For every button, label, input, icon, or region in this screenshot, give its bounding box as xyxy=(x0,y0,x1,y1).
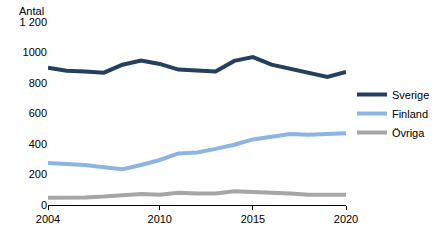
svg-text:Finland: Finland xyxy=(392,108,428,120)
svg-text:800: 800 xyxy=(29,77,47,89)
svg-text:2004: 2004 xyxy=(36,213,60,225)
svg-text:200: 200 xyxy=(29,168,47,180)
svg-text:600: 600 xyxy=(29,107,47,119)
svg-text:Antal: Antal xyxy=(19,5,44,17)
svg-text:400: 400 xyxy=(29,138,47,150)
svg-text:2015: 2015 xyxy=(241,213,265,225)
svg-text:1000: 1000 xyxy=(23,46,47,58)
svg-text:2020: 2020 xyxy=(334,213,358,225)
svg-text:Övriga: Övriga xyxy=(392,127,425,139)
svg-text:0: 0 xyxy=(41,199,47,211)
svg-text:1 200: 1 200 xyxy=(19,16,47,28)
svg-text:Sverige: Sverige xyxy=(392,89,429,101)
svg-text:2010: 2010 xyxy=(148,213,172,225)
